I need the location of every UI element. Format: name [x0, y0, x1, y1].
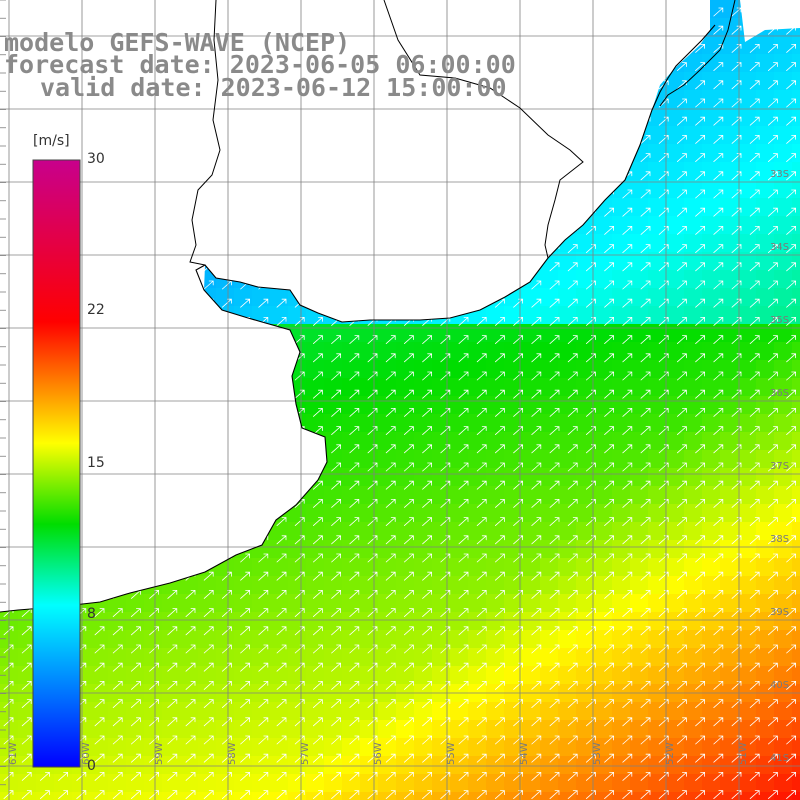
colorbar-tick-15: 15	[87, 455, 105, 471]
lon-label: 53W	[592, 742, 603, 765]
lon-label: 54W	[519, 742, 530, 765]
lon-label: 57W	[300, 742, 311, 765]
lon-label: 61W	[8, 742, 19, 765]
lat-label: 37S	[770, 461, 789, 472]
lon-label: 52W	[665, 742, 676, 765]
colorbar-tick-0: 0	[87, 758, 96, 774]
lon-label: 58W	[227, 742, 238, 765]
title-forecast-date: forecast date: 2023-06-05 06:00:00	[4, 50, 516, 79]
colorbar-tick-8: 8	[87, 606, 96, 622]
lat-label: 38S	[770, 534, 789, 545]
lat-label: 36S	[770, 388, 789, 399]
graticule-labels: 33S 34S 35S 36S 37S 38S 39S 40S 41S 61W 60W 59W 58W 5…	[8, 169, 789, 765]
lat-label: 40S	[770, 680, 789, 691]
land-mask	[0, 0, 800, 612]
colorbar-tick-30: 30	[87, 151, 105, 167]
lon-label: 55W	[446, 742, 457, 765]
lon-label: 56W	[373, 742, 384, 765]
title-model: modelo GEFS-WAVE (NCEP)	[4, 28, 351, 57]
lon-label: 60W	[81, 742, 92, 765]
title-valid-date: valid date: 2023-06-12 15:00:00	[40, 73, 507, 102]
lat-label: 41S	[770, 753, 789, 764]
lon-label: 51W	[738, 742, 749, 765]
lon-label: 59W	[154, 742, 165, 765]
colorbar-unit: [m/s]	[33, 133, 70, 149]
colorbar	[32, 159, 81, 768]
lat-label: 35S	[770, 315, 789, 326]
lat-label: 34S	[770, 242, 789, 253]
lat-label: 39S	[770, 607, 789, 618]
colorbar-tick-22: 22	[87, 302, 105, 318]
lat-label: 33S	[770, 169, 789, 180]
coastline	[0, 0, 736, 613]
